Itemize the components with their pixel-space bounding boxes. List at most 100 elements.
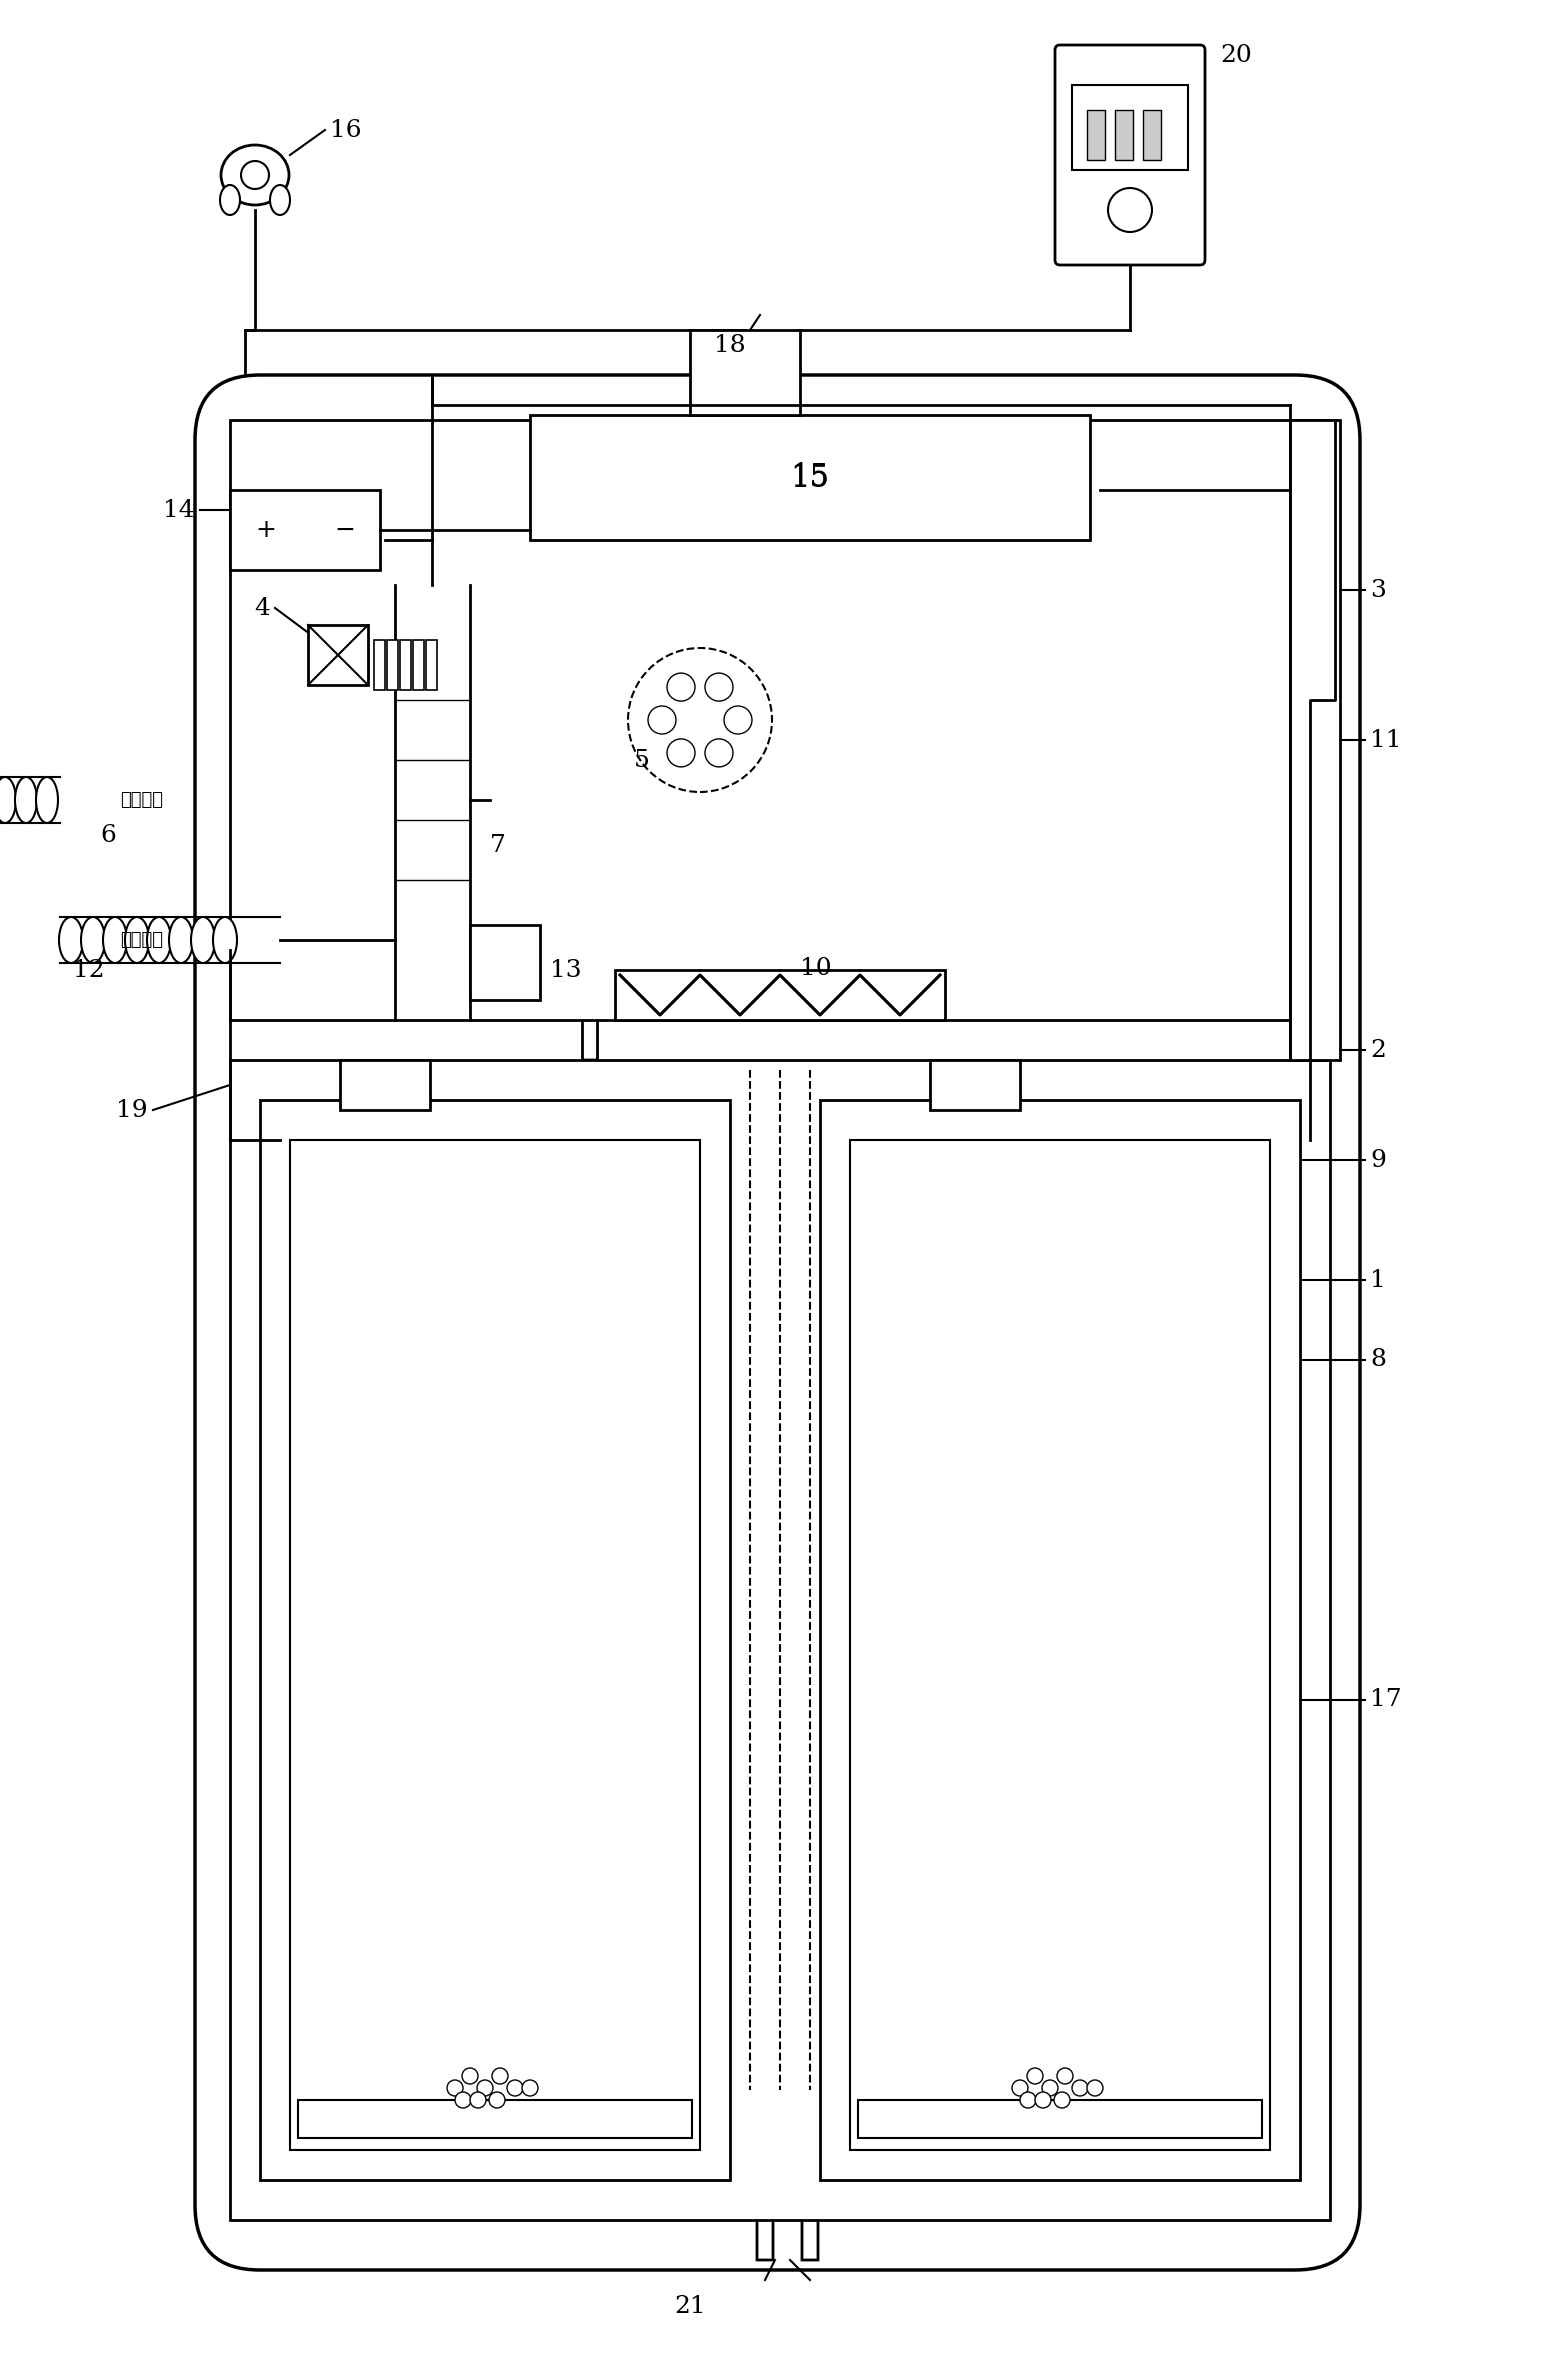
Circle shape [1027,2068,1043,2084]
Circle shape [522,2079,538,2096]
Bar [821,1100,1300,2181]
Ellipse shape [36,777,58,822]
Circle shape [455,2091,470,2108]
Polygon shape [417,869,445,1010]
Text: 15: 15 [791,462,830,495]
Circle shape [463,2068,478,2084]
Bar [530,414,1089,539]
Bar [413,641,424,690]
Polygon shape [284,930,309,949]
Ellipse shape [59,916,83,963]
Polygon shape [309,791,410,810]
Circle shape [241,160,269,188]
Circle shape [1057,2068,1074,2084]
Bar [614,970,946,1020]
Circle shape [628,648,772,791]
Text: 3: 3 [1371,579,1386,601]
Circle shape [1053,2091,1071,2108]
Circle shape [1086,2079,1103,2096]
Text: 9: 9 [1371,1149,1386,1170]
Polygon shape [372,1064,399,1104]
Bar [470,926,539,1001]
Polygon shape [575,951,605,1060]
Bar [230,490,380,570]
Polygon shape [749,2162,782,2261]
Bar [427,641,438,690]
Ellipse shape [81,916,105,963]
Circle shape [1035,2091,1050,2108]
Polygon shape [961,1064,988,1104]
Text: 17: 17 [1371,1689,1402,1712]
Text: 呼出气体: 呼出气体 [120,791,163,810]
Ellipse shape [125,916,148,963]
Text: 8: 8 [1371,1349,1386,1371]
Circle shape [649,706,677,735]
Text: 14: 14 [164,499,195,520]
Bar [299,2101,692,2138]
Bar [1143,111,1161,160]
Text: 5: 5 [635,749,650,772]
Ellipse shape [220,146,289,205]
Text: 21: 21 [674,2296,706,2317]
Bar [230,1060,1330,2221]
Ellipse shape [220,186,241,214]
Text: 7: 7 [489,834,506,857]
Text: 18: 18 [714,334,746,356]
Text: 15: 15 [791,462,830,492]
Bar [341,1060,430,1109]
Bar [1072,85,1188,170]
Bar [308,624,367,685]
Text: +: + [255,518,277,542]
Text: 12: 12 [73,958,105,982]
Bar [374,641,384,690]
Text: 13: 13 [550,958,581,982]
Circle shape [506,2079,524,2096]
Ellipse shape [103,916,127,963]
Text: 11: 11 [1371,728,1402,751]
Ellipse shape [0,777,16,822]
Bar [259,1100,730,2181]
Polygon shape [442,645,467,664]
Circle shape [705,674,733,702]
Text: 16: 16 [330,118,361,141]
Text: 吸入气体: 吸入气体 [120,930,163,949]
Circle shape [470,2091,486,2108]
Polygon shape [794,2162,825,2261]
Text: 10: 10 [800,956,832,980]
Text: −: − [334,518,355,542]
Circle shape [1021,2091,1036,2108]
Bar [850,1140,1271,2150]
Bar [400,641,411,690]
Circle shape [667,739,696,768]
Bar [1114,111,1133,160]
Ellipse shape [191,916,216,963]
Text: 2: 2 [1371,1039,1386,1062]
Ellipse shape [169,916,192,963]
Bar [388,641,399,690]
FancyBboxPatch shape [195,374,1360,2270]
Bar [1289,419,1339,1060]
Circle shape [447,2079,463,2096]
Text: 6: 6 [100,824,116,845]
Circle shape [492,2068,508,2084]
Text: 20: 20 [1221,42,1252,66]
Circle shape [1108,188,1152,233]
Ellipse shape [147,916,170,963]
Ellipse shape [16,777,38,822]
Bar [230,419,1330,1020]
Bar [689,330,800,414]
Circle shape [477,2079,492,2096]
Bar [930,1060,1021,1109]
Circle shape [489,2091,505,2108]
Text: 4: 4 [255,596,270,619]
Bar [291,1140,700,2150]
Text: 1: 1 [1371,1269,1386,1291]
Circle shape [1011,2079,1028,2096]
Bar [858,2101,1261,2138]
Circle shape [1043,2079,1058,2096]
Circle shape [1072,2079,1088,2096]
Ellipse shape [213,916,238,963]
Text: 19: 19 [116,1097,148,1121]
Ellipse shape [270,186,291,214]
Circle shape [724,706,752,735]
